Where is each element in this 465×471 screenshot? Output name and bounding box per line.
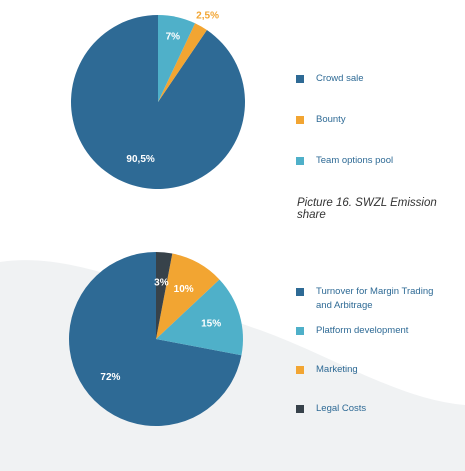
legend-label: Bounty [316,114,346,125]
legend-emission-share: Crowd sale Bounty Team options pool [296,72,456,168]
legend-label: Team options pool [316,155,394,166]
chart-funds-allocation: 72% 15% 10% 3% [68,252,243,426]
chart-emission-share: 90,5% 2,5% 7% [71,11,246,189]
pie-label-legal-costs: 3% [154,277,169,288]
pie-label-turnover-for-margin-trading-and-arbitrage: 72% [100,372,120,383]
pie-slice-legal-costs [156,252,173,339]
legend-swatch [296,366,304,374]
legend-label: Marketing [316,364,358,375]
chart-caption: Picture 16. SWZL Emission share [297,197,437,221]
legend-item-bounty: Bounty [296,113,456,127]
legend-swatch [296,327,304,335]
pie-label-crowd-sale: 90,5% [126,154,154,165]
pie-label-team-options-pool: 7% [166,31,181,42]
legend-swatch [296,405,304,413]
pie-slice-turnover-for-margin-trading-and-arbitrage [68,252,242,426]
legend-item-turnover-for-margin-trading-and-arbitrage: Turnover for Margin Trading and Arbitrag… [296,285,446,313]
legend-swatch [296,75,304,83]
legend-item-platform-development: Platform development [296,324,446,338]
pie-slice-bounty [158,23,207,103]
pie-slice-team-options-pool [158,15,196,102]
pie-label-platform-development: 15% [201,318,221,329]
pie-label-bounty: 2,5% [196,11,219,22]
legend-label: Turnover for Margin Trading and Arbitrag… [316,286,434,311]
legend-item-crowd-sale: Crowd sale [296,72,456,86]
legend-label: Platform development [316,325,409,336]
legend-funds-allocation: Turnover for Margin Trading and Arbitrag… [296,285,446,416]
legend-item-legal-costs: Legal Costs [296,402,446,416]
pie-slice-marketing [156,253,220,339]
legend-label: Legal Costs [316,403,367,414]
legend-swatch [296,116,304,124]
legend-item-team-options-pool: Team options pool [296,154,456,168]
legend-item-marketing: Marketing [296,363,446,377]
legend-label: Crowd sale [316,73,364,84]
legend-swatch [296,288,304,296]
pie-label-marketing: 10% [174,284,194,295]
legend-swatch [296,157,304,165]
pie-slice-platform-development [156,279,243,356]
